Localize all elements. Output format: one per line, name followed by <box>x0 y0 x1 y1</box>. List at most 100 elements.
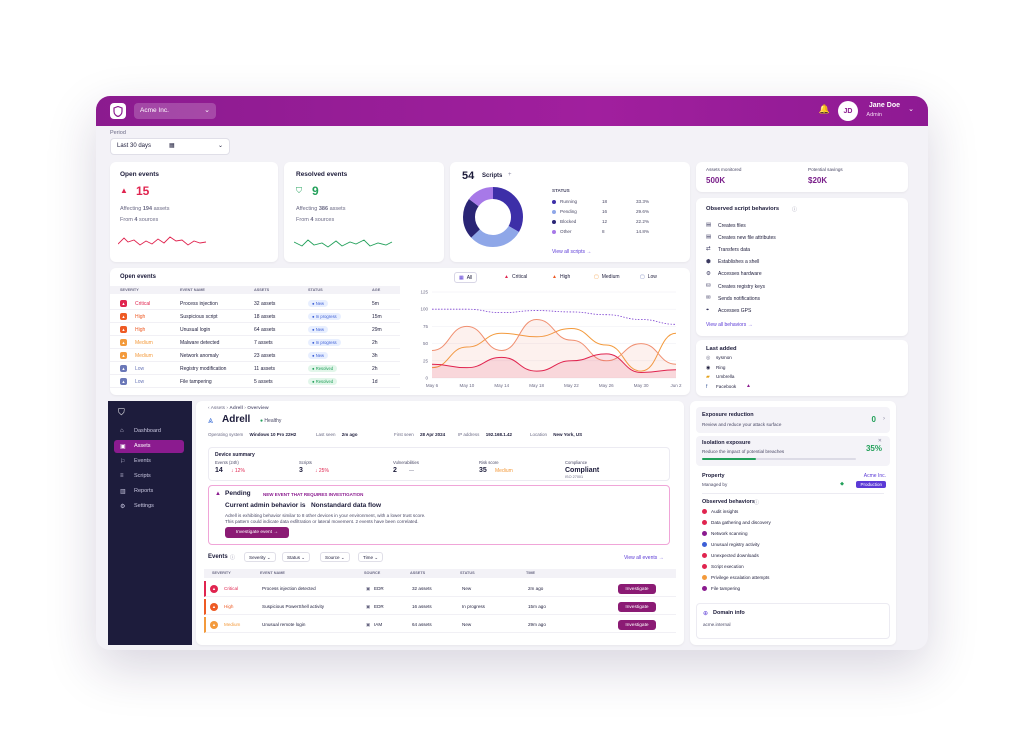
donut-blocked <box>463 187 523 247</box>
scripts-card[interactable]: 54 Scripts + STATUS Running 18 33.3% Pendin… <box>450 162 690 262</box>
severity-icon: ▲ <box>120 313 127 320</box>
sidebar-item-assets[interactable]: ▣ Assets <box>114 440 184 453</box>
filter-time[interactable]: Time ⌄ <box>358 552 384 562</box>
view-all-scripts-link[interactable]: View all scripts → <box>552 249 592 255</box>
filter-source[interactable]: Source ⌄ <box>320 552 350 562</box>
last-added-item[interactable]: Umbrella <box>716 374 735 379</box>
behavior-dot-icon <box>702 575 707 580</box>
isolation-progress-fill <box>702 458 756 460</box>
sidebar-item-dashboard[interactable]: ⌂ Dashboard <box>114 425 184 438</box>
meta-item: Last seen 2m ago <box>316 432 358 437</box>
behavior-item[interactable]: File tampering <box>711 586 741 591</box>
table-row[interactable]: ▲ Critical Process injection detected ▣ EDR 3… <box>204 581 676 597</box>
x-tick-label: Jun 2 <box>670 383 682 388</box>
legend-low[interactable]: ▢ Low <box>636 272 661 283</box>
behavior-item[interactable]: Audit insights <box>711 509 739 514</box>
table-row[interactable]: ▲ Medium Malware detected 7 assets ● In prog… <box>110 337 400 349</box>
legend-high[interactable]: ▲ High <box>548 272 574 283</box>
org-selector[interactable]: Acme Inc. ⌄ <box>134 103 216 119</box>
sidebar-item-scripts[interactable]: ≡ Scripts <box>114 470 184 483</box>
button-label: Investigate event <box>235 530 273 535</box>
event-name: Suspicious script <box>180 314 218 320</box>
series-line-high <box>431 319 677 365</box>
open-events-card[interactable]: Open events ▲ 15 Affecting 194 assets Fr… <box>110 162 278 262</box>
reduction-value: 0 <box>871 415 876 424</box>
period-value: Last 30 days <box>117 143 152 149</box>
behavior-item[interactable]: Data gathering and discovery <box>711 520 771 525</box>
isolation-exposure[interactable]: Isolation exposure Reduce the impact of … <box>696 436 890 466</box>
isolation-title: Isolation exposure <box>702 440 751 446</box>
behavior-item[interactable]: Unusual registry activity <box>711 542 760 547</box>
info-icon[interactable]: ⓘ <box>230 555 236 561</box>
last-added-item[interactable]: Facebook <box>716 383 737 389</box>
status-pill: ● Resolved <box>308 378 338 385</box>
filter-severity[interactable]: Severity ⌄ <box>244 552 276 562</box>
metric-sub: Medium <box>495 468 513 474</box>
from-num: 4 <box>134 217 138 223</box>
behavior-item: Creates files <box>718 222 746 229</box>
table-row[interactable]: ▲ Low File tampering 5 assets ● Resolved 1d <box>110 376 400 388</box>
table-row[interactable]: ▲ High Unusual login 64 assets ● New 29m <box>110 324 400 336</box>
info-icon[interactable]: ⓘ <box>792 207 798 213</box>
investigate-button[interactable]: Investigate <box>618 584 656 594</box>
legend-icon: ▲ <box>504 274 509 280</box>
breadcrumb-assets[interactable]: Assets <box>210 406 226 411</box>
resolved-events-card[interactable]: Resolved events ⛉ 9 Affecting 386 assets… <box>284 162 444 262</box>
property-owner[interactable]: Acme Inc. <box>863 473 886 479</box>
behavior-item[interactable]: Unexpected downloads <box>711 553 759 558</box>
legend-critical[interactable]: ▲ Critical <box>500 272 531 283</box>
legend-medium[interactable]: ▢ Medium <box>590 272 624 283</box>
behavior-item[interactable]: Privilege escalation attempts <box>711 575 770 580</box>
resolved-count: 9 <box>312 184 319 198</box>
chevron-down-icon: ⌄ <box>373 555 379 560</box>
legend-icon: ▲ <box>552 274 557 280</box>
breadcrumb-back-icon[interactable]: ‹ <box>208 406 210 411</box>
last-added-item[interactable]: sysmon <box>716 355 732 360</box>
investigate-button[interactable]: Investigate <box>618 620 656 630</box>
sidebar-item-reports[interactable]: ▥ Reports <box>114 485 184 498</box>
legend-label: All <box>466 275 473 281</box>
card-title: Last added <box>706 346 737 352</box>
table-row[interactable]: ▲ High Suspicious script 18 assets ● In prog… <box>110 311 400 323</box>
behavior-item[interactable]: Network scanning <box>711 531 748 536</box>
severity-text: High <box>135 314 146 320</box>
event-name: Unusual login <box>180 327 211 333</box>
investigate-event-button[interactable]: Investigate event → <box>225 527 289 538</box>
legend-count: 8 <box>602 229 605 234</box>
table-row[interactable]: ▲ Low Registry modification 11 assets ● Reso… <box>110 363 400 375</box>
chevron-down-icon[interactable]: ⌄ <box>908 106 914 113</box>
behavior-dot-icon <box>702 586 707 591</box>
legend-dot <box>552 210 556 214</box>
sidebar-item-events[interactable]: ⚐ Events <box>114 455 184 468</box>
assets-monitored-label: Assets monitored <box>706 167 742 172</box>
filter-status[interactable]: Status ⌄ <box>282 552 311 562</box>
view-all-behaviors-link[interactable]: View all behaviors → <box>706 322 753 328</box>
exposure-reduction[interactable]: Exposure reduction Review and reduce you… <box>696 407 890 433</box>
table-row[interactable]: ▲ Medium Unusual remote login ▣ IAM 64 assets… <box>204 617 676 633</box>
breadcrumb-asset[interactable]: Adrell <box>229 406 243 411</box>
table-row[interactable]: ▲ High Suspicious PowerShell activity ▣ EDR 1… <box>204 599 676 615</box>
period-select[interactable]: Last 30 days ▦ ⌄ <box>110 138 230 155</box>
behavior-item[interactable]: Script execution <box>711 564 744 569</box>
age: 2h <box>372 340 378 346</box>
close-icon[interactable]: ✕ <box>877 438 882 444</box>
bell-icon[interactable]: 🔔 <box>818 104 830 114</box>
chevron-down-icon: ⌄ <box>300 555 306 560</box>
source-icon: ▣ <box>366 622 371 627</box>
plus-icon[interactable]: + <box>508 172 512 178</box>
y-tick-label: 50 <box>423 341 429 346</box>
event-name: Malware detected <box>180 340 220 346</box>
breadcrumb: ‹ Assets › Adrell › Overview <box>208 406 269 411</box>
column-header: EVENT NAME <box>180 288 205 292</box>
legend-all[interactable]: ▦ All <box>454 272 478 283</box>
table-row[interactable]: ▲ Critical Process injection 32 assets ● New… <box>110 298 400 310</box>
last-added-item[interactable]: Ring <box>716 364 726 370</box>
sidebar-item-settings[interactable]: ⚙ Settings <box>114 500 184 513</box>
investigate-button[interactable]: Investigate <box>618 602 656 612</box>
avatar[interactable]: JD <box>838 101 858 121</box>
property-title: Property <box>702 473 725 479</box>
column-header: SEVERITY <box>212 571 231 575</box>
table-row[interactable]: ▲ Medium Network anomaly 23 assets ● New 3h <box>110 350 400 362</box>
info-icon[interactable]: ⓘ <box>754 500 760 506</box>
view-all-events-link[interactable]: View all events → <box>624 555 664 561</box>
